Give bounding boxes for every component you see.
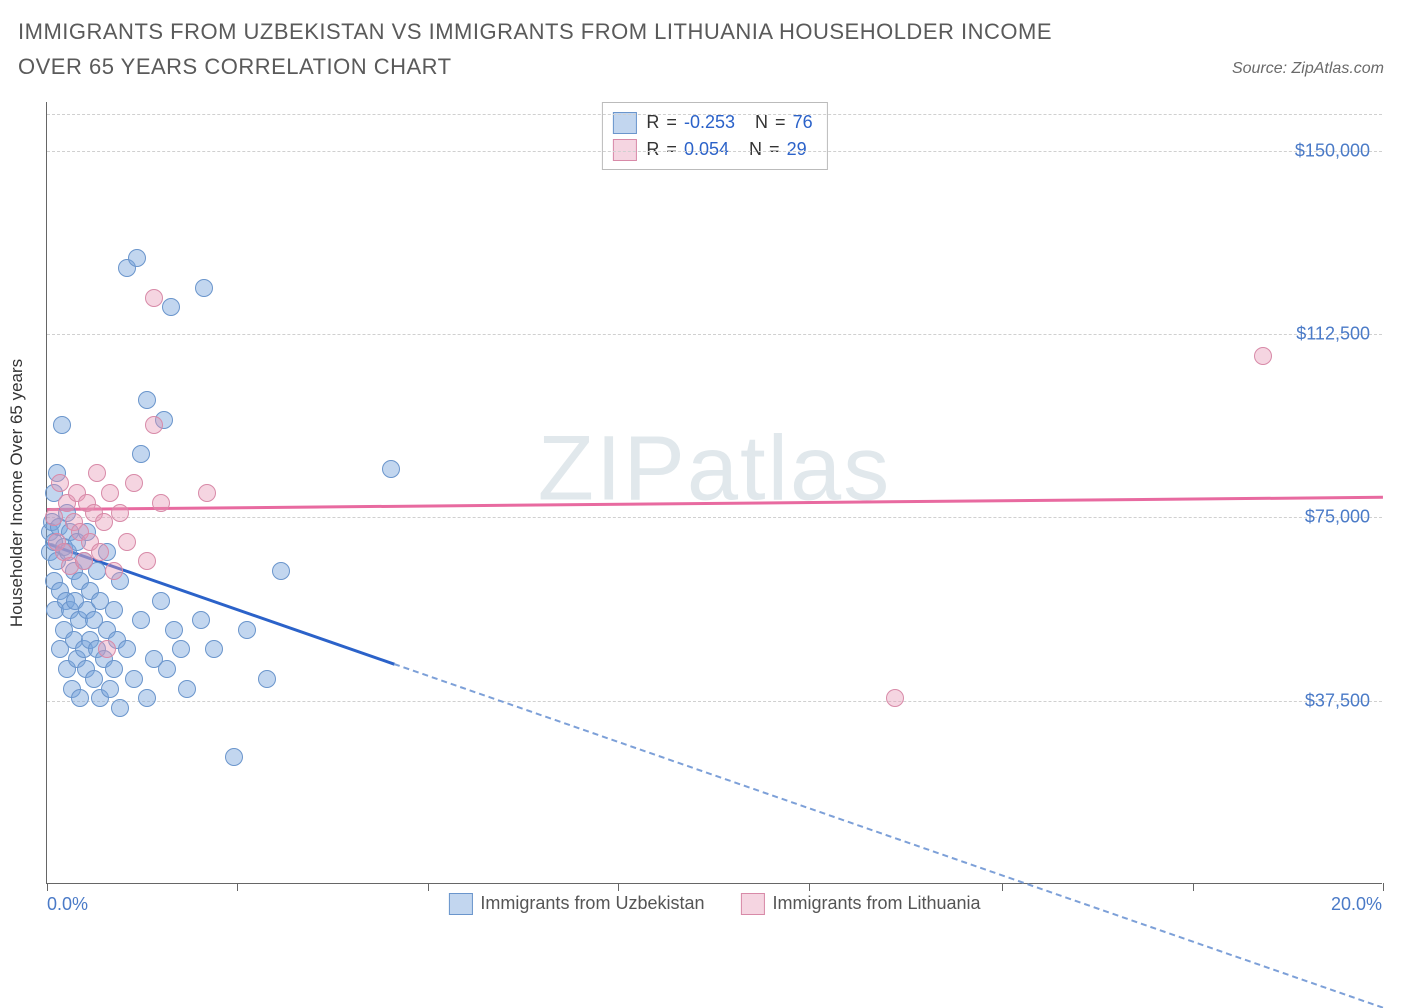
data-point-lithuania [98, 640, 116, 658]
data-point-lithuania [118, 533, 136, 551]
data-point-lithuania [198, 484, 216, 502]
stats-row-lithuania: R = 0.054 N = 29 [612, 136, 812, 163]
y-tick-label: $75,000 [1305, 507, 1370, 528]
stats-legend: R = -0.253 N = 76 R = 0.054 N = 29 [601, 102, 827, 170]
y-tick-label: $112,500 [1296, 324, 1370, 345]
swatch-lithuania-icon [612, 139, 636, 161]
data-point-lithuania [125, 474, 143, 492]
gridline [47, 334, 1382, 335]
data-point-uzbekistan [178, 680, 196, 698]
data-point-uzbekistan [132, 611, 150, 629]
x-tick [1383, 883, 1384, 891]
data-point-uzbekistan [382, 460, 400, 478]
data-point-lithuania [145, 416, 163, 434]
data-point-uzbekistan [105, 660, 123, 678]
gridline [47, 517, 1382, 518]
data-point-uzbekistan [118, 640, 136, 658]
gridline [47, 114, 1382, 115]
y-tick-label: $150,000 [1295, 140, 1370, 161]
data-point-lithuania [111, 504, 129, 522]
x-tick [618, 883, 619, 891]
x-tick-label: 20.0% [1331, 894, 1382, 915]
data-point-uzbekistan [132, 445, 150, 463]
data-point-uzbekistan [105, 601, 123, 619]
series-legend: Immigrants from Uzbekistan Immigrants fr… [448, 893, 980, 915]
x-tick-label: 0.0% [47, 894, 88, 915]
data-point-uzbekistan [195, 279, 213, 297]
source-citation: Source: ZipAtlas.com [1232, 60, 1384, 78]
data-point-lithuania [101, 484, 119, 502]
data-point-uzbekistan [152, 592, 170, 610]
data-point-lithuania [1254, 347, 1272, 365]
swatch-uzbekistan-icon [448, 893, 472, 915]
data-point-uzbekistan [53, 416, 71, 434]
chart-title: IMMIGRANTS FROM UZBEKISTAN VS IMMIGRANTS… [18, 14, 1118, 84]
data-point-uzbekistan [138, 689, 156, 707]
data-point-uzbekistan [272, 562, 290, 580]
data-point-lithuania [45, 508, 63, 526]
legend-item-uzbekistan: Immigrants from Uzbekistan [448, 893, 704, 915]
x-tick [1193, 883, 1194, 891]
data-point-uzbekistan [101, 680, 119, 698]
swatch-lithuania-icon [740, 893, 764, 915]
data-point-lithuania [91, 543, 109, 561]
data-point-uzbekistan [192, 611, 210, 629]
data-point-lithuania [88, 464, 106, 482]
x-tick [47, 883, 48, 891]
data-point-lithuania [886, 689, 904, 707]
x-tick [809, 883, 810, 891]
data-point-uzbekistan [71, 689, 89, 707]
x-tick [237, 883, 238, 891]
data-point-uzbekistan [225, 748, 243, 766]
data-point-lithuania [145, 289, 163, 307]
data-point-uzbekistan [165, 621, 183, 639]
trend-line-uzbekistan [394, 663, 1383, 1008]
data-point-lithuania [51, 474, 69, 492]
data-point-lithuania [105, 562, 123, 580]
data-point-uzbekistan [158, 660, 176, 678]
y-tick-label: $37,500 [1305, 690, 1370, 711]
data-point-uzbekistan [85, 670, 103, 688]
data-point-uzbekistan [258, 670, 276, 688]
data-point-lithuania [152, 494, 170, 512]
data-point-uzbekistan [111, 699, 129, 717]
legend-item-lithuania: Immigrants from Lithuania [740, 893, 980, 915]
data-point-uzbekistan [238, 621, 256, 639]
gridline [47, 151, 1382, 152]
scatter-plot: Householder Income Over 65 years ZIPatla… [46, 102, 1382, 884]
trend-line-lithuania [47, 495, 1383, 510]
data-point-lithuania [138, 552, 156, 570]
data-point-uzbekistan [172, 640, 190, 658]
data-point-uzbekistan [138, 391, 156, 409]
y-axis-title: Householder Income Over 65 years [7, 358, 27, 626]
gridline [47, 701, 1382, 702]
data-point-uzbekistan [162, 298, 180, 316]
data-point-uzbekistan [125, 670, 143, 688]
data-point-lithuania [75, 552, 93, 570]
data-point-uzbekistan [205, 640, 223, 658]
data-point-lithuania [95, 513, 113, 531]
x-tick [428, 883, 429, 891]
data-point-uzbekistan [128, 249, 146, 267]
x-tick [1002, 883, 1003, 891]
